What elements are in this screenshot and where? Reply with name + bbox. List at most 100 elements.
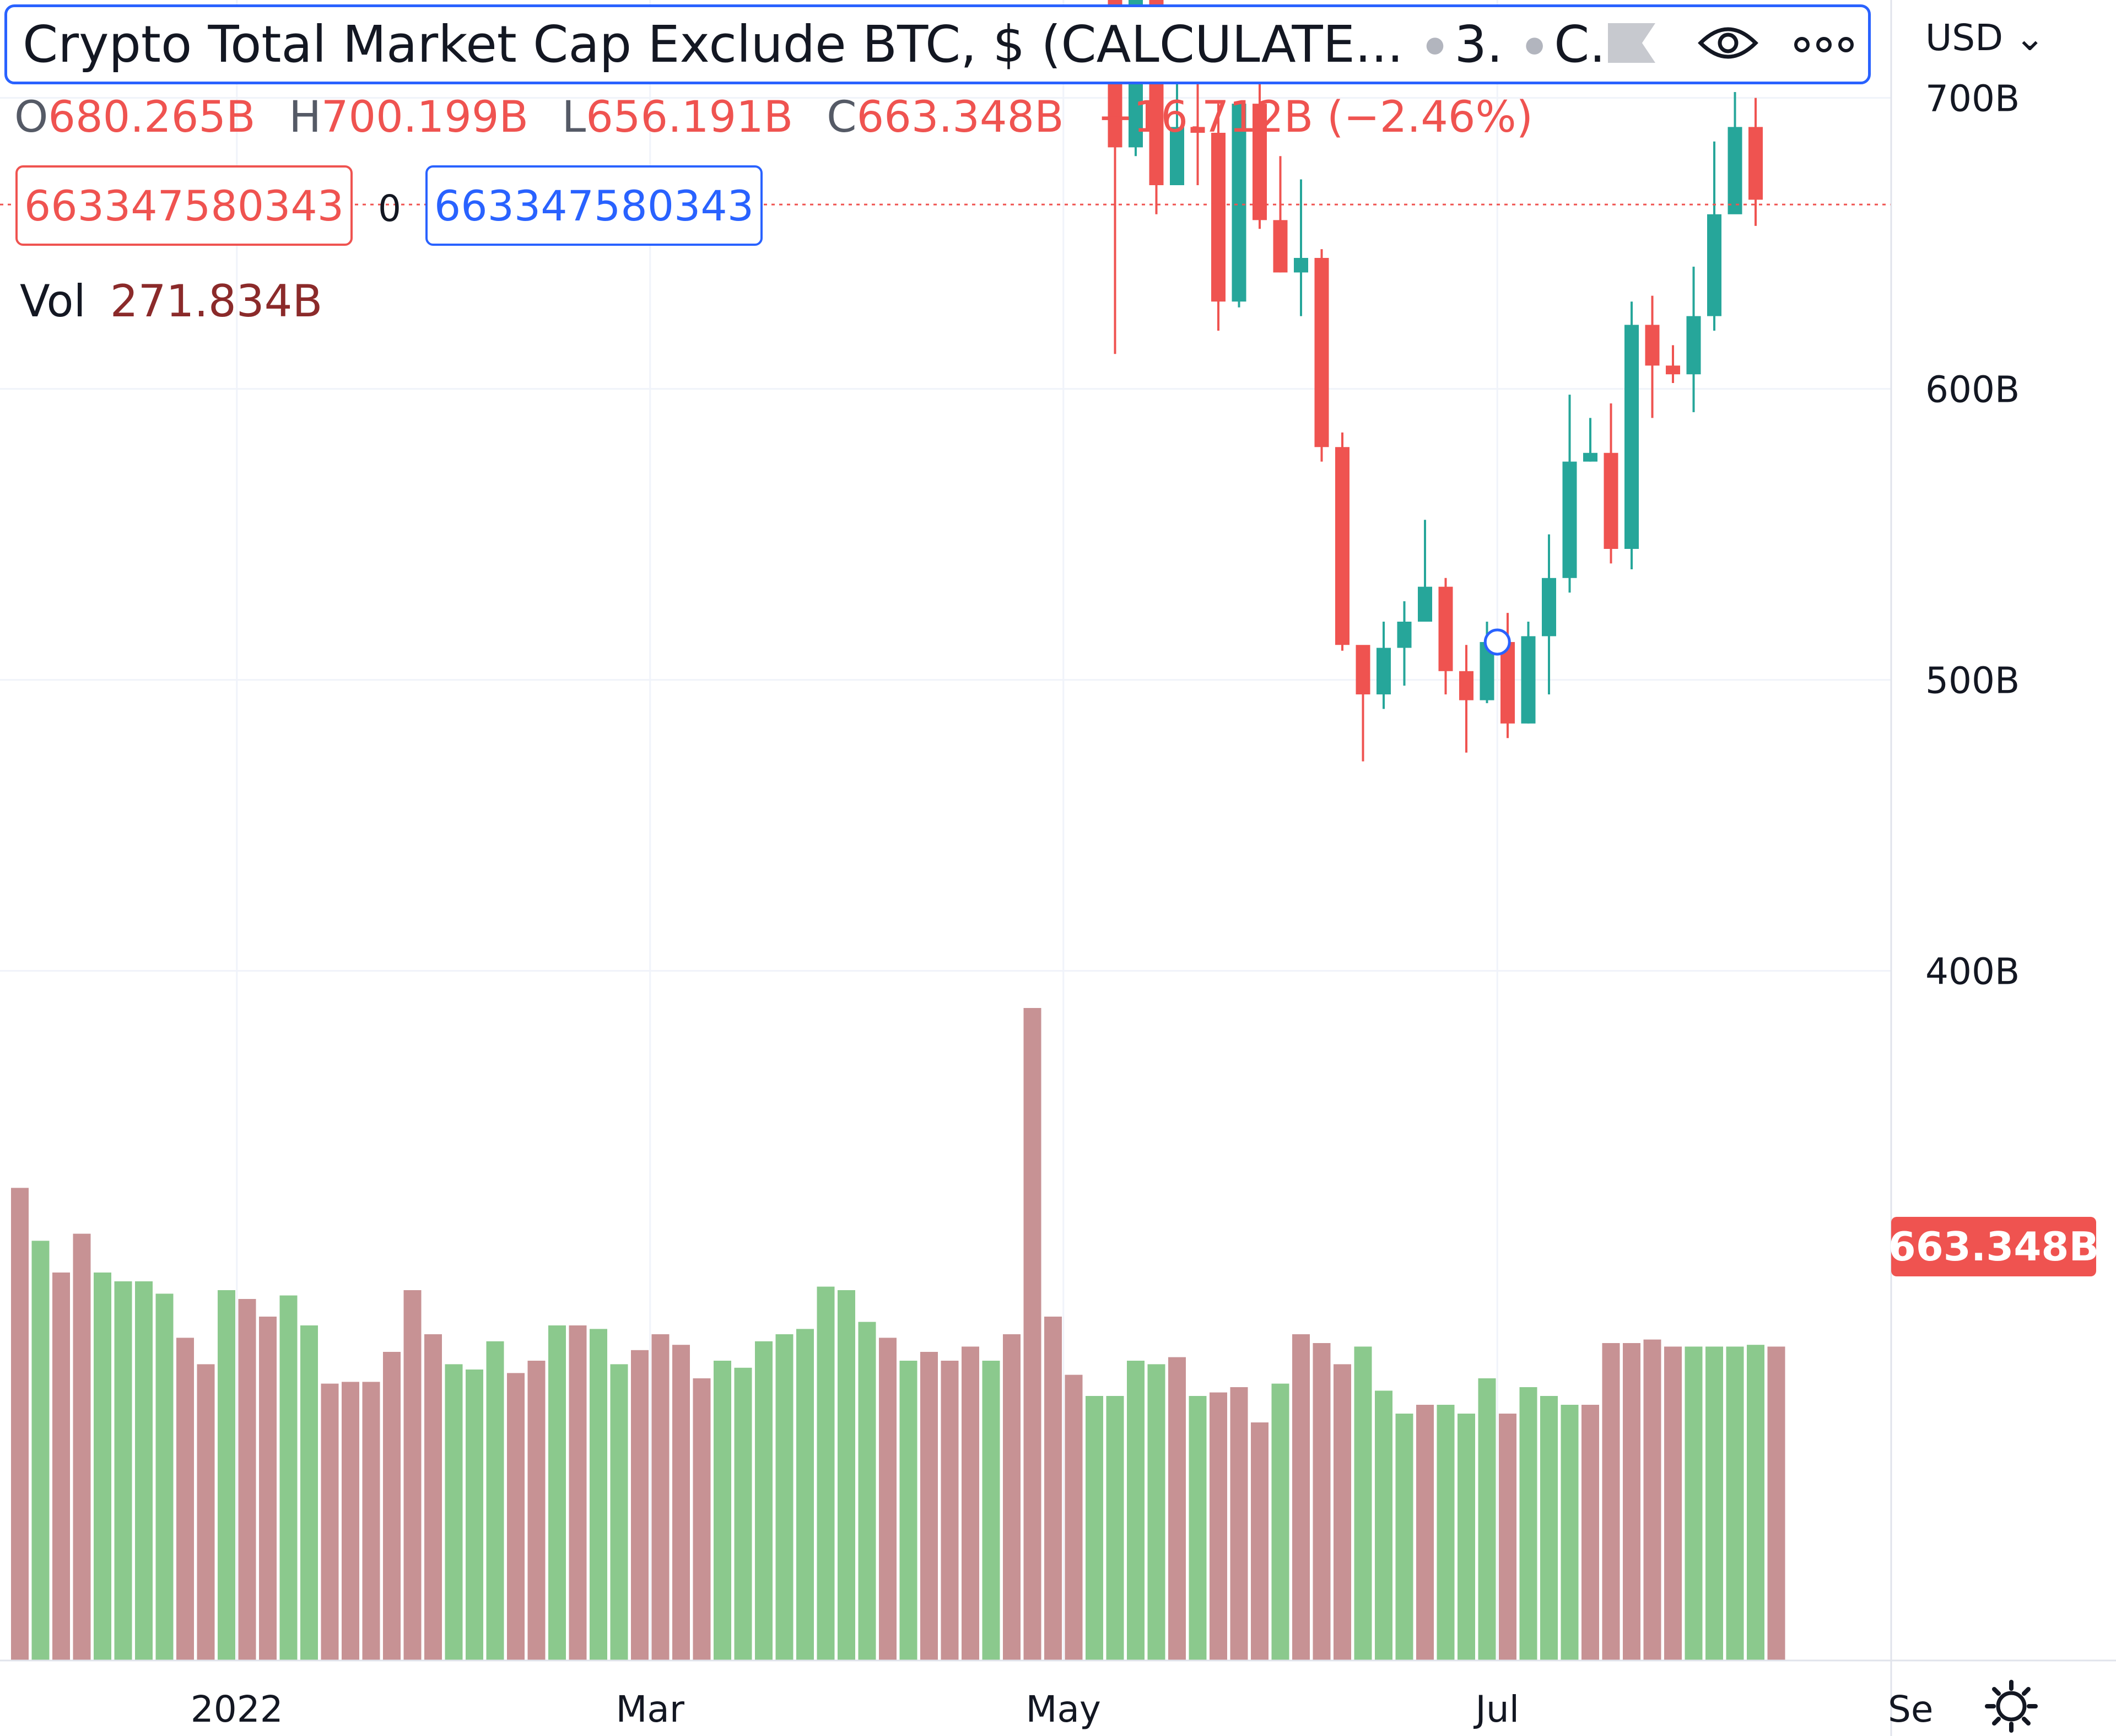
volume-bar [755, 1341, 773, 1660]
candle [1438, 578, 1453, 694]
candle [1418, 520, 1432, 622]
chevron-down-icon: ⌄ [2015, 17, 2045, 59]
currency-selector[interactable]: USD ⌄ [1925, 17, 2045, 59]
price-tick-label: 600B [1925, 369, 2020, 411]
low-label: L [562, 93, 586, 142]
volume-bar [1395, 1414, 1413, 1660]
volume-bar [1581, 1405, 1599, 1660]
volume-bar [1437, 1405, 1455, 1660]
volume-bar [569, 1325, 587, 1660]
candle [1273, 156, 1288, 273]
event-markers[interactable] [245, 0, 1511, 656]
volume-bar [279, 1295, 298, 1660]
volume-bar [672, 1345, 690, 1660]
candle-body [1377, 648, 1391, 694]
volume-bar [651, 1334, 670, 1660]
volume-bar [1767, 1346, 1785, 1660]
volume-bar [321, 1383, 339, 1660]
volume-bar [1023, 1008, 1041, 1660]
candle [1397, 601, 1412, 686]
interval-label[interactable]: 3. [1454, 15, 1503, 74]
candle [1377, 622, 1391, 709]
volume-bar [693, 1378, 711, 1660]
volume-bar [1334, 1364, 1351, 1660]
candle-body [1542, 578, 1556, 637]
candle-body [1707, 214, 1721, 316]
volume-bar [838, 1290, 855, 1660]
volume-bar [796, 1329, 814, 1660]
candle-body [1459, 671, 1473, 700]
candle [1604, 403, 1618, 564]
volume-bar [73, 1233, 91, 1660]
title-separator-dot: ● [1425, 31, 1445, 57]
candle [1542, 534, 1556, 694]
volume-bar [218, 1290, 235, 1660]
volume-bar [982, 1361, 1000, 1660]
currency-label: USD [1925, 17, 2004, 59]
volume-value: 271.834B [110, 276, 323, 327]
volume-bar [445, 1364, 463, 1660]
volume-bar [1127, 1361, 1145, 1660]
volume-bar [52, 1273, 70, 1660]
volume-bar [920, 1352, 938, 1660]
volume-bar [1478, 1378, 1496, 1660]
sell-button[interactable]: 663347580343 [15, 165, 353, 246]
candle [1686, 266, 1701, 412]
price-axis-labels: 400B500B600B700B800B900B1T1.1T1.2T1.3T1.… [1925, 78, 2020, 993]
volume-bar [1168, 1357, 1186, 1660]
volume-bar [1499, 1414, 1516, 1660]
candle [1728, 92, 1742, 214]
volume-bar [734, 1367, 752, 1660]
candle-body [1645, 325, 1660, 366]
volume-bar [486, 1341, 504, 1660]
eye-icon[interactable] [1697, 20, 1759, 66]
volume-bar [858, 1322, 876, 1660]
close-label: C [827, 93, 857, 142]
volume-bar [1292, 1334, 1310, 1660]
volume-bar [11, 1188, 29, 1660]
candle-body [1397, 622, 1412, 648]
volume-bar [135, 1281, 153, 1660]
volume-bar [1065, 1374, 1083, 1660]
price-tick-label: 500B [1925, 660, 2020, 702]
candle-body [1314, 258, 1329, 448]
candle [1335, 432, 1350, 651]
volume-bar [383, 1352, 401, 1660]
time-tick-label: Jul [1473, 1688, 1519, 1730]
volume-bar [1726, 1346, 1744, 1660]
volume-bar [590, 1329, 607, 1660]
gear-icon[interactable] [1984, 1679, 2039, 1734]
candle [1232, 104, 1246, 308]
chart-title[interactable]: Crypto Total Market Cap Exclude BTC, $ (… [23, 15, 1404, 74]
candle-body [1253, 104, 1267, 220]
volume-bar [1540, 1396, 1558, 1660]
candle [1356, 645, 1370, 762]
candle [1707, 141, 1721, 331]
volume-bar [424, 1334, 442, 1660]
volume-legend[interactable]: Vol 271.834B [20, 276, 322, 327]
volume-bar [775, 1334, 794, 1660]
candle-body [1418, 586, 1432, 622]
ohlc-legend: O680.265B H700.199B L656.191B C663.348B … [14, 93, 1553, 142]
symbol-title-bar[interactable]: Crypto Total Market Cap Exclude BTC, $ (… [4, 4, 1871, 84]
more-options-icon[interactable] [1794, 36, 1854, 53]
volume-bar [527, 1361, 546, 1660]
volume-bar [1106, 1396, 1124, 1660]
candle [1583, 418, 1597, 462]
candle-body [1170, 127, 1184, 185]
volume-label: Vol [20, 276, 86, 327]
volume-bar [1643, 1339, 1661, 1660]
candle-body [1356, 645, 1370, 694]
volume-bar [610, 1364, 628, 1660]
volume-bar [1251, 1422, 1268, 1660]
time-axis-labels: 2022 Mar May Jul Se [191, 1688, 1934, 1730]
volume-bar [1271, 1383, 1289, 1660]
candle-body [1562, 461, 1577, 578]
event-marker-icon[interactable] [1483, 628, 1511, 656]
volume-bar [817, 1286, 835, 1660]
buy-button[interactable]: 663347580343 [425, 165, 763, 246]
volume-bar [342, 1382, 359, 1660]
price-axis-panel[interactable] [1891, 0, 2116, 1736]
candle [1624, 301, 1639, 569]
